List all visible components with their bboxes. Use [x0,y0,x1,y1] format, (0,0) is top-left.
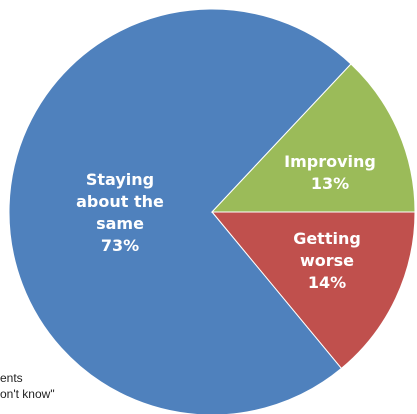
label-staying-about-the-same-line: about the [76,192,164,211]
label-getting-worse-line: Getting [293,229,361,248]
label-staying-about-the-same-line: Staying [86,170,154,189]
label-improving-line: 13% [311,174,349,193]
label-staying-about-the-same: Staying about the same 73% [76,170,164,255]
slice-getting-worse [210,211,416,370]
label-getting-worse-line: 14% [308,273,346,292]
label-staying-about-the-same-line: 73% [101,236,139,255]
label-improving-line: Improving [284,152,376,171]
slice-improving [210,63,416,213]
label-getting-worse-line: worse [300,251,354,270]
slice-staying-about-the-same [8,8,352,414]
footnote-line-2: on't know" [0,387,55,401]
label-staying-about-the-same-line: same [96,214,144,233]
label-improving: Improving 13% [284,152,376,193]
label-getting-worse: Getting worse 14% [293,229,361,292]
footnote-line-1: ents [0,371,23,385]
